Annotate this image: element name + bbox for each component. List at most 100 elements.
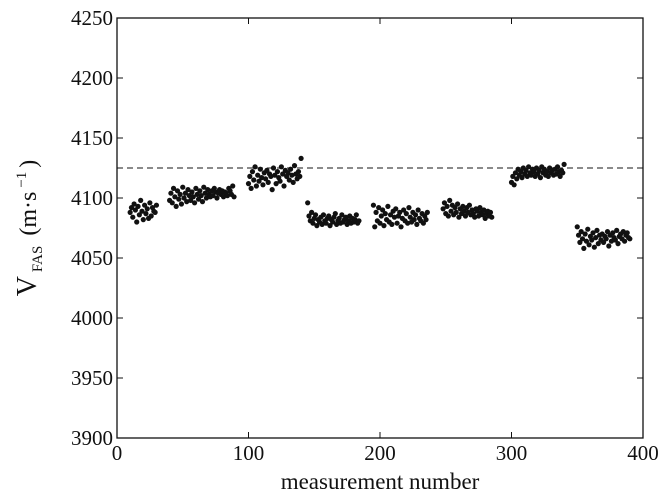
data-point [380, 207, 386, 213]
data-point [248, 185, 254, 191]
data-point [189, 189, 195, 195]
data-point [372, 224, 378, 230]
data-point [257, 166, 263, 172]
data-point [545, 173, 551, 179]
data-point [245, 181, 252, 187]
data-point [603, 236, 609, 242]
data-point [269, 187, 275, 193]
data-point [511, 182, 517, 188]
data-point [440, 206, 446, 212]
data-point [287, 166, 294, 172]
data-point [604, 229, 611, 235]
x-tick-label: 100 [233, 441, 265, 465]
data-point [382, 211, 388, 217]
data-point [579, 236, 586, 242]
data-point [256, 178, 262, 184]
data-point [524, 173, 530, 179]
data-point [481, 207, 487, 213]
data-point [554, 164, 561, 170]
data-point [356, 218, 362, 224]
data-point [373, 209, 379, 215]
data-point [168, 190, 174, 196]
data-point [595, 241, 601, 247]
data-point [401, 207, 407, 213]
data-point [621, 238, 628, 244]
data-point [140, 217, 146, 223]
data-point [176, 196, 182, 202]
data-point [381, 223, 387, 229]
data-point [291, 163, 298, 169]
data-point [582, 231, 588, 237]
data-point [574, 224, 580, 230]
data-point [134, 219, 140, 225]
data-point [319, 221, 325, 227]
data-point [394, 220, 400, 226]
data-point [309, 209, 315, 215]
data-point [127, 209, 133, 215]
data-point [420, 220, 426, 226]
data-point [476, 213, 482, 219]
data-point [577, 239, 583, 245]
data-point [398, 224, 404, 230]
data-point [193, 185, 199, 191]
data-point [280, 171, 286, 177]
x-tick-label: 200 [364, 441, 396, 465]
data-point [514, 176, 520, 182]
data-point [423, 217, 429, 223]
data-point [352, 217, 358, 223]
data-point [144, 206, 150, 212]
data-point [198, 193, 204, 199]
data-point [531, 169, 537, 175]
data-points [127, 155, 633, 251]
data-point [424, 209, 430, 215]
data-point [310, 220, 316, 226]
data-point [523, 167, 529, 173]
data-point [128, 205, 135, 211]
y-axis-label-subscript: FAS [30, 246, 46, 272]
data-point [560, 170, 566, 176]
data-point [180, 184, 186, 190]
data-point [489, 214, 495, 220]
data-point [339, 212, 345, 218]
data-point [561, 161, 567, 167]
data-point [586, 242, 592, 248]
data-point [285, 170, 291, 176]
data-point [305, 200, 311, 206]
data-point [174, 188, 181, 194]
data-point [461, 208, 467, 214]
data-point [297, 173, 303, 179]
data-point [224, 193, 231, 199]
data-point [138, 197, 144, 203]
data-point [407, 214, 413, 220]
data-point [472, 214, 478, 220]
data-point [448, 208, 454, 214]
data-point [411, 217, 417, 223]
data-point [614, 227, 620, 233]
data-point [405, 220, 411, 226]
data-point [415, 207, 421, 213]
data-point [201, 184, 207, 190]
data-point [312, 212, 319, 218]
data-point [589, 237, 595, 243]
data-point [139, 208, 145, 214]
y-tick-labels: 3900 3950 4000 4050 4100 4150 4200 4250 [71, 6, 113, 450]
data-point [487, 209, 494, 215]
data-point [184, 199, 190, 205]
data-point [253, 183, 259, 189]
x-tick-label: 400 [627, 441, 659, 465]
data-point [147, 200, 153, 206]
y-axis-label-main: V [12, 276, 43, 296]
y-tick-label: 3950 [71, 366, 113, 390]
data-point [153, 202, 160, 208]
y-tick-label: 4050 [71, 246, 113, 270]
data-point [262, 176, 269, 182]
data-point [195, 196, 202, 202]
y-tick-label: 4150 [71, 126, 113, 150]
data-point [385, 203, 391, 209]
data-point [510, 173, 516, 179]
data-point [143, 211, 149, 217]
data-point [406, 205, 412, 211]
data-point [590, 230, 596, 236]
data-point [203, 195, 210, 201]
